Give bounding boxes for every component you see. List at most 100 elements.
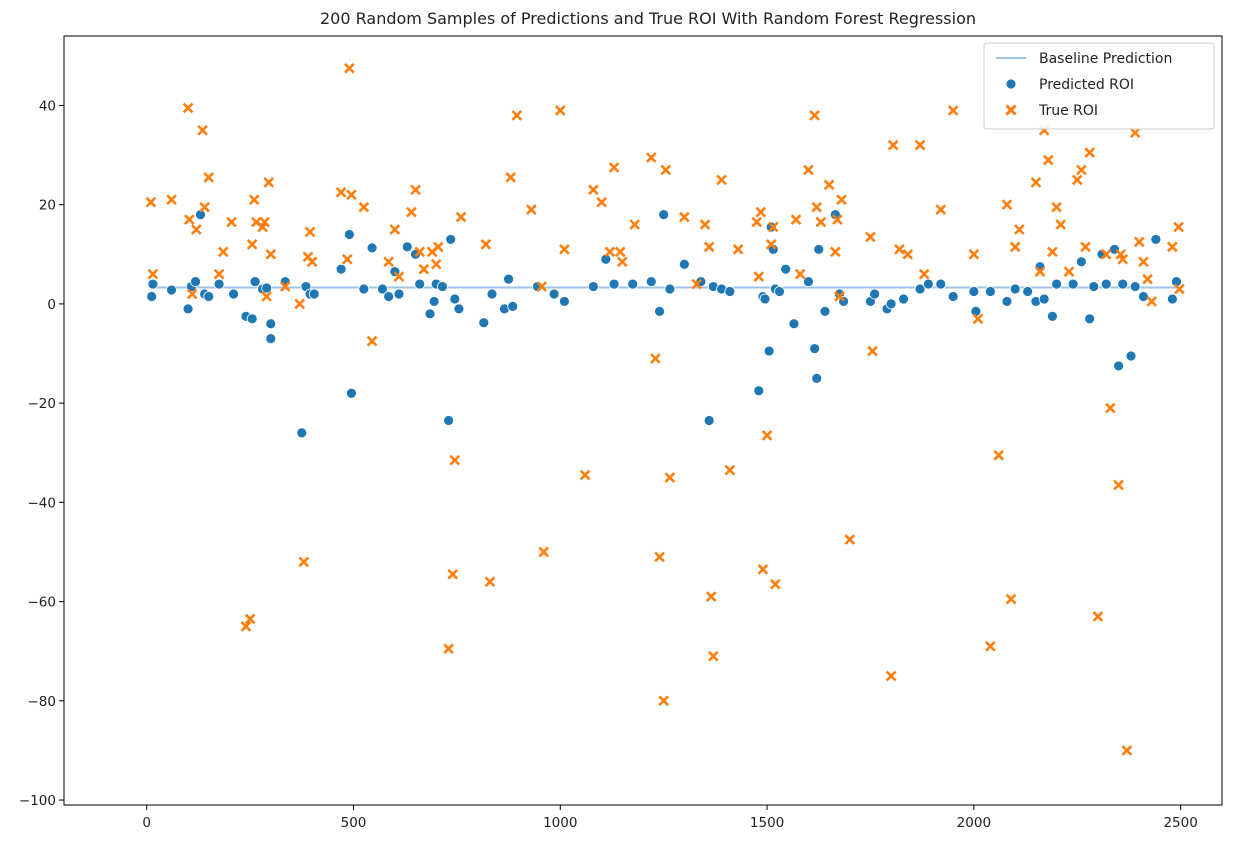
true-roi-point [1133, 236, 1145, 248]
true-roi-point [335, 186, 347, 198]
true-roi-point [298, 556, 310, 568]
true-roi-point [803, 164, 814, 176]
true-roi-point [393, 271, 405, 282]
predicted-roi-point [503, 273, 514, 285]
true-roi-point [918, 268, 930, 280]
true-roi-point [261, 291, 272, 302]
legend: Baseline Prediction Predicted ROI True R… [983, 42, 1215, 130]
true-roi-point [358, 201, 370, 213]
true-roi-point [1042, 154, 1054, 166]
true-roi-point [829, 246, 841, 258]
true-roi-point [664, 472, 676, 483]
true-roi-point [191, 224, 202, 235]
predicted-roi-point [788, 318, 800, 330]
y-axis: −100 −80 −60 −40 −20 0 20 40 [19, 98, 64, 809]
predicted-roi-point [559, 296, 570, 307]
true-roi-point [1047, 246, 1058, 258]
predicted-roi-point [678, 258, 690, 270]
predicted-roi-point [658, 209, 670, 221]
predicted-roi-point [166, 284, 177, 296]
predicted-roi-point [1117, 278, 1129, 290]
true-roi-point [366, 335, 378, 347]
predicted-roi-point [1075, 256, 1087, 268]
true-roi-point [1076, 164, 1087, 176]
true-roi-point [406, 206, 417, 218]
y-tick-label: 40 [39, 98, 56, 114]
predicted-roi-point [645, 276, 657, 287]
true-roi-point [430, 258, 442, 270]
predicted-roi-point [970, 305, 982, 317]
predicted-roi-point [829, 209, 841, 221]
predicted-roi-point [759, 293, 771, 305]
predicted-roi-point [809, 343, 821, 354]
predicted-roi-point [443, 415, 455, 426]
y-tick-label: −20 [28, 396, 57, 412]
true-roi-point [182, 102, 194, 114]
true-roi-point [217, 246, 229, 258]
true-roi-point [1117, 253, 1129, 265]
legend-predicted-label: Predicted ROI [1039, 77, 1134, 93]
predicted-roi-point [335, 263, 347, 275]
true-roi-point [341, 253, 353, 265]
predicted-roi-point [246, 313, 258, 325]
true-roi-point [447, 568, 459, 580]
y-tick-label: 0 [47, 297, 56, 313]
predicted-roi-point [445, 234, 457, 245]
true-roi-point [811, 201, 823, 213]
predicted-roi-point [813, 243, 825, 255]
true-roi-point [213, 268, 225, 280]
true-roi-point [751, 216, 763, 228]
predicted-roi-point [703, 415, 715, 426]
true-roi-point [985, 640, 996, 652]
predicted-roi-point [308, 288, 320, 300]
true-roi-point [608, 162, 620, 173]
predicted-roi-point [1009, 283, 1021, 295]
y-tick-label: −60 [28, 595, 57, 611]
predicted-roi-point [885, 298, 897, 310]
true-roi-point [443, 643, 454, 655]
true-roi-point [1063, 266, 1075, 277]
predicted-roi-point [265, 333, 277, 345]
true-roi-point [757, 564, 769, 575]
predicted-roi-point [587, 281, 599, 292]
predicted-roi-point [1100, 278, 1112, 290]
true-roi-point [166, 194, 177, 206]
legend-predicted-swatch [1005, 78, 1017, 90]
true-roi-point [418, 263, 430, 275]
predicted-roi-point [265, 318, 277, 330]
predicted-roi-point [366, 242, 378, 254]
y-tick-label: 20 [39, 198, 56, 214]
plot-area-frame [63, 35, 1223, 806]
x-tick-label: 2500 [1163, 815, 1197, 831]
predicted-roi-point [343, 229, 355, 240]
predicted-roi-point [767, 243, 779, 255]
true-roi-point [294, 298, 306, 310]
true-roi-point [259, 216, 270, 228]
true-roi-point [753, 271, 765, 282]
legend-true-swatch [1005, 104, 1017, 116]
predicted-roi-point [414, 278, 426, 290]
predicted-roi-point [898, 293, 909, 305]
predicted-roi-point [449, 293, 461, 305]
true-roi-point [968, 248, 980, 260]
x-tick-label: 2000 [957, 815, 991, 831]
true-roi-point [705, 591, 717, 602]
x-tick-label: 1000 [543, 815, 577, 831]
true-roi-point [304, 226, 316, 238]
y-tick-label: −100 [19, 793, 56, 809]
true-roi-point [650, 353, 661, 364]
predicted-roi-point [203, 291, 215, 302]
true-roi-point [1092, 611, 1104, 622]
true-roi-point [823, 179, 835, 191]
predicted-roi-point [261, 282, 273, 294]
x-tick-label: 0 [142, 815, 151, 831]
predicted-roi-point [914, 283, 926, 295]
true-roi-point [707, 650, 719, 662]
true-roi-point [1138, 256, 1149, 268]
predicted-roi-point [1051, 278, 1062, 290]
true-roi-point [226, 216, 237, 228]
true-roi-point [559, 243, 570, 255]
true-roi-point [834, 291, 845, 302]
true-roi-point [1146, 296, 1158, 307]
predicted-roi-point [228, 288, 239, 300]
